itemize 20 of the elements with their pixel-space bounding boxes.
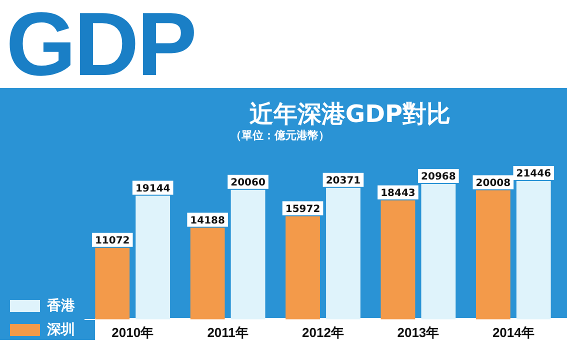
x-tick-label: 2010年 bbox=[112, 324, 154, 340]
data-label: 19144 bbox=[135, 183, 170, 194]
data-label: 20008 bbox=[476, 178, 511, 189]
data-label: 18443 bbox=[380, 188, 416, 199]
chart-title: 近年深港GDP對比 bbox=[248, 99, 452, 130]
legend-label: 深圳 bbox=[46, 320, 75, 337]
legend-label: 香港 bbox=[46, 296, 76, 313]
x-tick-label: 2014年 bbox=[492, 324, 534, 340]
text: GDP bbox=[6, 0, 196, 97]
data-label: 15972 bbox=[285, 204, 320, 215]
data-label: 20060 bbox=[230, 177, 266, 188]
x-tick-label: 2011年 bbox=[207, 324, 248, 340]
data-label: 20968 bbox=[421, 172, 456, 183]
x-tick-label: 2012年 bbox=[302, 324, 344, 340]
data-label: 11072 bbox=[94, 236, 130, 247]
data-label: 14188 bbox=[190, 215, 226, 226]
chart-subtitle: （單位：億元港幣） bbox=[230, 128, 330, 143]
data-label: 20371 bbox=[326, 175, 361, 186]
data-label: 21446 bbox=[516, 168, 552, 180]
x-tick-label: 2013年 bbox=[397, 324, 440, 340]
